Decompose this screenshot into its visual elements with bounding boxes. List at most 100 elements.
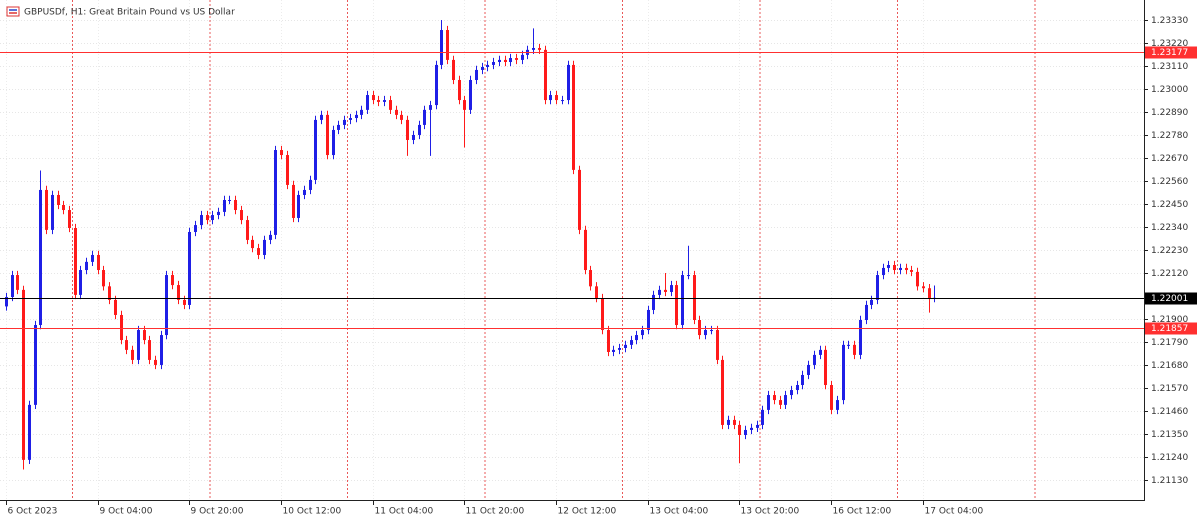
candle-body [165,275,168,336]
y-tick-label: 1.21240 [1151,453,1188,463]
candle-body [544,49,547,101]
candle-body [91,254,94,262]
candle-body [658,289,661,295]
candle-body [727,419,730,425]
candle-body [836,400,839,410]
candle-body [773,395,776,401]
candle-body [652,294,655,310]
candle-body [343,119,346,125]
candle-body [309,179,312,190]
candle-body [154,359,157,365]
candle-body [738,424,741,435]
candle-body [842,344,845,401]
x-tick-label: 11 Oct 20:00 [466,507,525,517]
candle-body [675,285,678,326]
candle-body [922,286,925,289]
candle-body [51,194,54,230]
candle-body [876,275,879,300]
candle-body [383,100,386,102]
candle-body [813,354,816,365]
candle-body [767,395,770,410]
candle-body [440,30,443,65]
candle-body [716,330,719,360]
candle-body [286,155,289,185]
candle-body [39,189,42,326]
candle-body [114,299,117,315]
price-label-box [1145,46,1197,59]
candle-body [693,275,696,320]
candle-body [761,409,764,425]
candle-body [194,225,197,232]
candle-body [641,330,644,336]
candle-body [469,79,472,110]
candle-body [22,289,25,460]
candle-body [160,335,163,365]
candle-body [68,210,71,229]
candle-body [532,47,535,50]
y-tick-label: 1.22560 [1151,177,1188,187]
candle-body [269,234,272,240]
candle-body [34,325,37,405]
candle-body [567,64,570,101]
candle-body [337,124,340,130]
candle-body [687,275,690,277]
y-tick-label: 1.21680 [1151,361,1188,371]
candle-body [721,359,724,425]
candle-body [910,270,913,272]
x-tick-label: 10 Oct 12:00 [283,507,342,517]
candle-body [263,239,266,255]
candle-body [240,210,243,221]
candle-body [589,270,592,287]
y-tick-label: 1.23220 [1151,39,1188,49]
candle-body [97,254,100,271]
symbol-icon [6,6,20,17]
candle-body [228,199,231,201]
candle-body [572,64,575,170]
candle-body [57,194,60,206]
candle-body [555,95,558,101]
candle-body [360,109,363,115]
x-tick-label: 12 Oct 12:00 [558,507,617,517]
y-tick-label: 1.22340 [1151,223,1188,233]
y-tick-label: 1.21460 [1151,407,1188,417]
chart-title: GBPUSDf, H1: Great Britain Pound vs US D… [24,8,235,18]
candle-body [509,58,512,63]
candle-body [452,59,455,80]
candle-body [698,319,701,336]
candle-body [79,270,82,295]
price-label: 1.21857 [1151,324,1188,334]
y-tick-label: 1.21790 [1151,338,1188,348]
candle-body [504,59,507,63]
x-tick-label: 13 Oct 20:00 [741,507,800,517]
candle-body [796,385,799,391]
y-tick-label: 1.21570 [1151,384,1188,394]
candle-body [297,194,300,218]
candle-body [188,231,191,305]
candle-body [246,220,249,240]
candle-body [607,330,610,352]
y-tick-label: 1.21350 [1151,430,1188,440]
candle-body [446,30,449,60]
candle-body [125,340,128,350]
candle-body [11,275,14,297]
x-tick-label: 9 Oct 20:00 [191,507,244,517]
candle-body [515,58,518,60]
candle-body [217,211,220,216]
candle-body [108,286,111,300]
candle-body [183,299,186,305]
candle-body [595,286,598,299]
candle-body [211,215,214,221]
candle-body [784,395,787,405]
price-label-box [1145,292,1197,305]
candle-body [893,265,896,271]
candle-body [801,374,804,386]
candle-body [223,199,226,212]
candle-body [847,344,850,346]
candle-body [120,314,123,341]
candle-body [498,59,501,63]
candle-body [824,349,827,386]
candle-body [372,95,375,101]
candle-body [314,119,317,180]
candle-body [756,424,759,428]
